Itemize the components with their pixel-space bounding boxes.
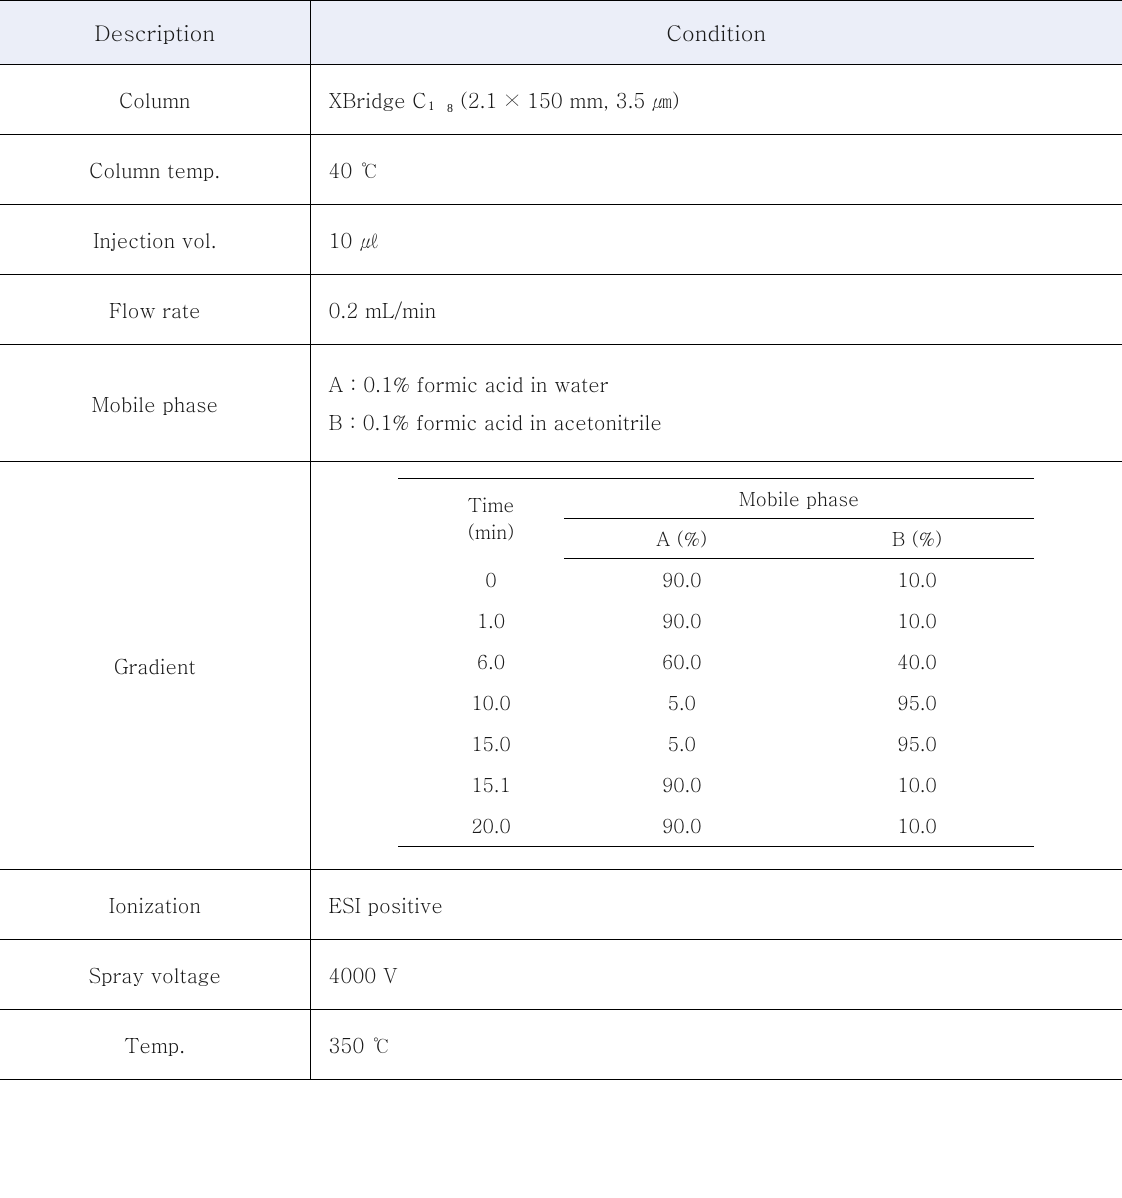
table-row: Flow rate 0.2 mL/min: [0, 275, 1122, 345]
row-value-flow-rate: 0.2 mL/min: [310, 275, 1122, 345]
gradient-a: 90.0: [564, 600, 800, 641]
gradient-table-body: 0 90.0 10.0 1.0 90.0 10.0 6.0: [398, 559, 1034, 847]
gradient-time: 20.0: [398, 805, 563, 847]
table-row: Column temp. 40 ℃: [0, 135, 1122, 205]
gradient-time: 10.0: [398, 682, 563, 723]
row-value-ionization: ESI positive: [310, 870, 1122, 940]
gradient-b: 10.0: [800, 559, 1034, 601]
table-row: Ionization ESI positive: [0, 870, 1122, 940]
gradient-col-time-unit: (min): [468, 518, 515, 545]
gradient-time: 15.0: [398, 723, 563, 764]
row-label-column: Column: [0, 65, 310, 135]
gradient-b: 10.0: [800, 764, 1034, 805]
row-label-temp: Temp.: [0, 1010, 310, 1080]
gradient-row: 10.0 5.0 95.0: [398, 682, 1034, 723]
row-value-temp: 350 ℃: [310, 1010, 1122, 1080]
table-row: Gradient Time (min) Mobile phase: [0, 462, 1122, 870]
gradient-b: 40.0: [800, 641, 1034, 682]
gradient-time: 15.1: [398, 764, 563, 805]
gradient-row: 0 90.0 10.0: [398, 559, 1034, 601]
header-description: Description: [0, 1, 310, 65]
row-value-spray-voltage: 4000 V: [310, 940, 1122, 1010]
gradient-a: 60.0: [564, 641, 800, 682]
gradient-col-mobile-phase: Mobile phase: [564, 479, 1035, 519]
gradient-row: 15.1 90.0 10.0: [398, 764, 1034, 805]
row-label-gradient: Gradient: [0, 462, 310, 870]
row-value-injection-vol: 10 ㎕: [310, 205, 1122, 275]
gradient-row: 20.0 90.0 10.0: [398, 805, 1034, 847]
gradient-col-time-label: Time: [468, 491, 515, 518]
gradient-table: Time (min) Mobile phase A (%) B (%): [398, 478, 1034, 847]
gradient-row: 1.0 90.0 10.0: [398, 600, 1034, 641]
gradient-a: 90.0: [564, 764, 800, 805]
row-label-spray-voltage: Spray voltage: [0, 940, 310, 1010]
row-value-gradient: Time (min) Mobile phase A (%) B (%): [310, 462, 1122, 870]
gradient-a: 5.0: [564, 682, 800, 723]
table-row: Injection vol. 10 ㎕: [0, 205, 1122, 275]
row-value-column-temp: 40 ℃: [310, 135, 1122, 205]
gradient-time: 1.0: [398, 600, 563, 641]
header-condition: Condition: [310, 1, 1122, 65]
gradient-b: 95.0: [800, 682, 1034, 723]
row-value-column: XBridge C₁₈ (2.1 × 150 mm, 3.5 ㎛): [310, 65, 1122, 135]
mobile-phase-b: B : 0.1% formic acid in acetonitrile: [329, 403, 1105, 441]
page: Description Condition Column XBridge C₁₈…: [0, 0, 1122, 1080]
row-label-column-temp: Column temp.: [0, 135, 310, 205]
row-label-ionization: Ionization: [0, 870, 310, 940]
row-label-mobile-phase: Mobile phase: [0, 345, 310, 462]
gradient-a: 90.0: [564, 805, 800, 847]
gradient-b: 95.0: [800, 723, 1034, 764]
table-row: Temp. 350 ℃: [0, 1010, 1122, 1080]
mobile-phase-a: A : 0.1% formic acid in water: [329, 365, 1105, 403]
gradient-a: 5.0: [564, 723, 800, 764]
gradient-a: 90.0: [564, 559, 800, 601]
gradient-row: 15.0 5.0 95.0: [398, 723, 1034, 764]
row-value-mobile-phase: A : 0.1% formic acid in water B : 0.1% f…: [310, 345, 1122, 462]
row-label-injection-vol: Injection vol.: [0, 205, 310, 275]
gradient-col-a: A (%): [564, 519, 800, 559]
table-row: Mobile phase A : 0.1% formic acid in wat…: [0, 345, 1122, 462]
table-row: Column XBridge C₁₈ (2.1 × 150 mm, 3.5 ㎛): [0, 65, 1122, 135]
conditions-table: Description Condition Column XBridge C₁₈…: [0, 0, 1122, 1080]
gradient-time: 6.0: [398, 641, 563, 682]
table-header-row: Description Condition: [0, 1, 1122, 65]
gradient-b: 10.0: [800, 600, 1034, 641]
row-label-flow-rate: Flow rate: [0, 275, 310, 345]
gradient-col-b: B (%): [800, 519, 1034, 559]
gradient-b: 10.0: [800, 805, 1034, 847]
table-row: Spray voltage 4000 V: [0, 940, 1122, 1010]
gradient-row: 6.0 60.0 40.0: [398, 641, 1034, 682]
gradient-col-time: Time (min): [398, 479, 563, 559]
gradient-time: 0: [398, 559, 563, 601]
